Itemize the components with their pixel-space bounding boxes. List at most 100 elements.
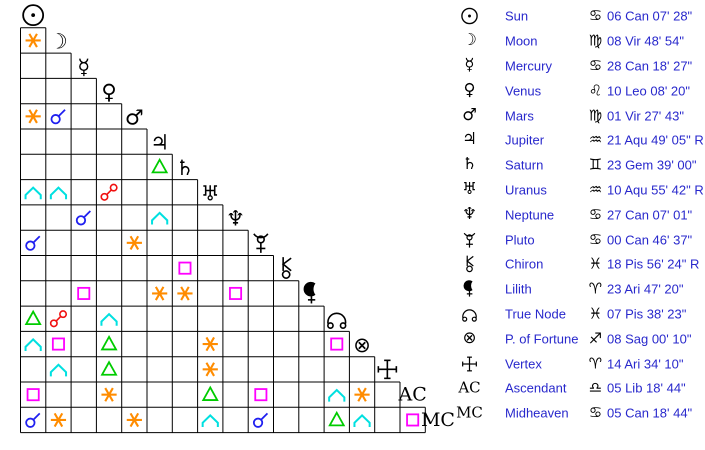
aspect-opposition-icon: [100, 183, 118, 201]
moon-icon: ☽: [49, 29, 68, 53]
aspect-trine-icon: [201, 385, 219, 401]
planet-row-pluto: Pluto ♋ 00 Can 46' 37": [455, 227, 705, 252]
vertex-icon: [462, 356, 477, 371]
planet-glyph-cell: [455, 303, 484, 325]
planet-glyph-cell: MC: [455, 404, 484, 423]
sign-can-icon: ♋: [588, 230, 603, 249]
sun-icon: [461, 8, 478, 25]
aspect-sextile-icon: [126, 412, 142, 428]
planet-glyph-cell: AC: [455, 379, 484, 398]
aspect-quincunx-icon: [151, 211, 169, 225]
planet-position: 10 Aqu 55' 42" R: [607, 182, 704, 198]
planet-glyph-cell: ⊗: [455, 329, 484, 348]
sign-can-icon: ♋: [588, 6, 603, 25]
planet-glyph-cell: ♂: [455, 106, 484, 125]
sign-ari-icon: ♈: [588, 279, 603, 298]
planet-position: 05 Can 18' 44": [607, 405, 693, 421]
planet-glyph-cell: ♆: [455, 205, 484, 224]
aspect-conjunction-icon: [252, 412, 269, 428]
chiron-icon: [281, 257, 292, 279]
aspect-conjunction-icon: [75, 210, 91, 226]
planet-row-mars: ♂ Mars ♍ 01 Vir 27' 43": [455, 103, 705, 128]
planet-name: Lilith: [505, 281, 532, 297]
sign-can-icon: ♋: [588, 403, 603, 422]
aspect-square-icon: [406, 413, 420, 427]
sign-lib-icon: ♎: [588, 378, 603, 397]
planet-name: Moon: [505, 33, 538, 49]
aspect-square-icon: [229, 286, 243, 300]
sign-sag-icon: ♐: [588, 329, 603, 348]
planet-name: Mars: [505, 108, 534, 124]
planet-position: 00 Can 46' 37": [607, 232, 693, 248]
jupiter-icon: ♃: [150, 131, 169, 155]
planet-row-vertex: Vertex ♈ 14 Ari 34' 10": [455, 351, 705, 376]
aspect-sextile-icon: [25, 33, 41, 48]
aspect-square-icon: [330, 337, 344, 351]
planet-row-sun: Sun ♋ 06 Can 07' 28": [455, 4, 705, 29]
fortune-icon: ⊗: [353, 333, 371, 357]
aspect-square-icon: [26, 388, 40, 402]
planet-position: 28 Can 18' 27": [607, 58, 693, 74]
sun-icon: [22, 4, 45, 27]
planet-glyph-cell: ♄: [455, 155, 484, 174]
planet-position: 08 Sag 00' 10": [607, 331, 692, 347]
planet-row-neptune: ♆ Neptune ♋ 27 Can 07' 01": [455, 202, 705, 227]
sign-vir-icon: ♍: [588, 106, 603, 125]
sign-gem-icon: ♊: [588, 155, 603, 174]
planet-position: 21 Aqu 49' 05" R: [607, 132, 704, 148]
aspect-sextile-icon: [177, 286, 193, 301]
planet-row-jupiter: ♃ Jupiter ♒ 21 Aqu 49' 05" R: [455, 128, 705, 153]
sign-pis-icon: ♓: [588, 304, 603, 323]
moon-icon: ☽: [462, 30, 477, 50]
jupiter-icon: ♃: [462, 129, 477, 149]
aspect-quincunx-icon: [49, 363, 68, 377]
sign-aqu-icon: ♒: [588, 180, 603, 199]
venus-icon: ♀: [463, 79, 476, 99]
planet-name: Venus: [505, 83, 542, 99]
mercury-icon: ☿: [77, 55, 90, 79]
aspect-sextile-icon: [354, 387, 370, 402]
ac-axis-label: AC: [458, 378, 481, 397]
aspect-grid-svg: ☽ ☿ ♀ ♂♃ ♄♅♆ ⊗ AC MC: [20, 4, 455, 434]
planet-row-ac: AC Ascendant ♎ 05 Lib 18' 44": [455, 376, 705, 401]
planet-row-mc: MC Midheaven ♋ 05 Can 18' 44": [455, 401, 705, 426]
sign-pis-icon: ♓: [588, 254, 603, 273]
aspect-conjunction-icon: [25, 235, 41, 251]
saturn-icon: ♄: [176, 156, 195, 180]
planet-name: Uranus: [505, 182, 547, 198]
sign-vir-icon: ♍: [588, 31, 603, 50]
planet-row-chiron: Chiron ♓ 18 Pis 56' 24" R: [455, 252, 705, 277]
planet-position: 05 Lib 18' 44": [607, 380, 686, 396]
planet-name: Vertex: [505, 356, 542, 372]
planet-row-fortune: ⊗ P. of Fortune ♐ 08 Sag 00' 10": [455, 326, 705, 351]
aspect-quincunx-icon: [24, 186, 42, 200]
planet-glyph-cell: ♃: [455, 131, 484, 149]
ac-axis-label: AC: [398, 384, 427, 406]
planet-glyph-cell: ☽: [455, 30, 484, 50]
aspect-sextile-icon: [126, 235, 142, 250]
mars-icon: ♂: [125, 105, 144, 129]
uranus-icon: ♅: [201, 181, 220, 205]
aspect-sextile-icon: [25, 109, 41, 124]
planet-position: 10 Leo 08' 20": [607, 83, 691, 99]
planet-position: 18 Pis 56' 24" R: [607, 256, 700, 272]
planet-position: 06 Can 07' 28": [607, 8, 693, 24]
planet-glyph-cell: [455, 278, 484, 300]
planet-name: Jupiter: [505, 132, 545, 148]
true-node-icon: [327, 312, 347, 329]
planet-glyph-cell: [455, 229, 484, 251]
sign-can-icon: ♋: [588, 205, 603, 224]
planet-name: Mercury: [505, 58, 552, 74]
aspect-trine-icon: [100, 360, 118, 376]
planet-glyph-cell: [455, 253, 484, 275]
planet-row-saturn: ♄ Saturn ♊ 23 Gem 39' 00": [455, 153, 705, 178]
aspect-quincunx-icon: [24, 338, 42, 352]
aspect-conjunction-icon: [50, 109, 66, 125]
planet-position: 01 Vir 27' 43": [607, 108, 684, 124]
sign-can-icon: ♋: [588, 56, 603, 75]
neptune-icon: ♆: [226, 207, 245, 231]
venus-icon: ♀: [101, 80, 116, 104]
planet-row-lilith: Lilith ♈ 23 Ari 47' 20": [455, 277, 705, 302]
aspect-quincunx-icon: [201, 413, 219, 427]
